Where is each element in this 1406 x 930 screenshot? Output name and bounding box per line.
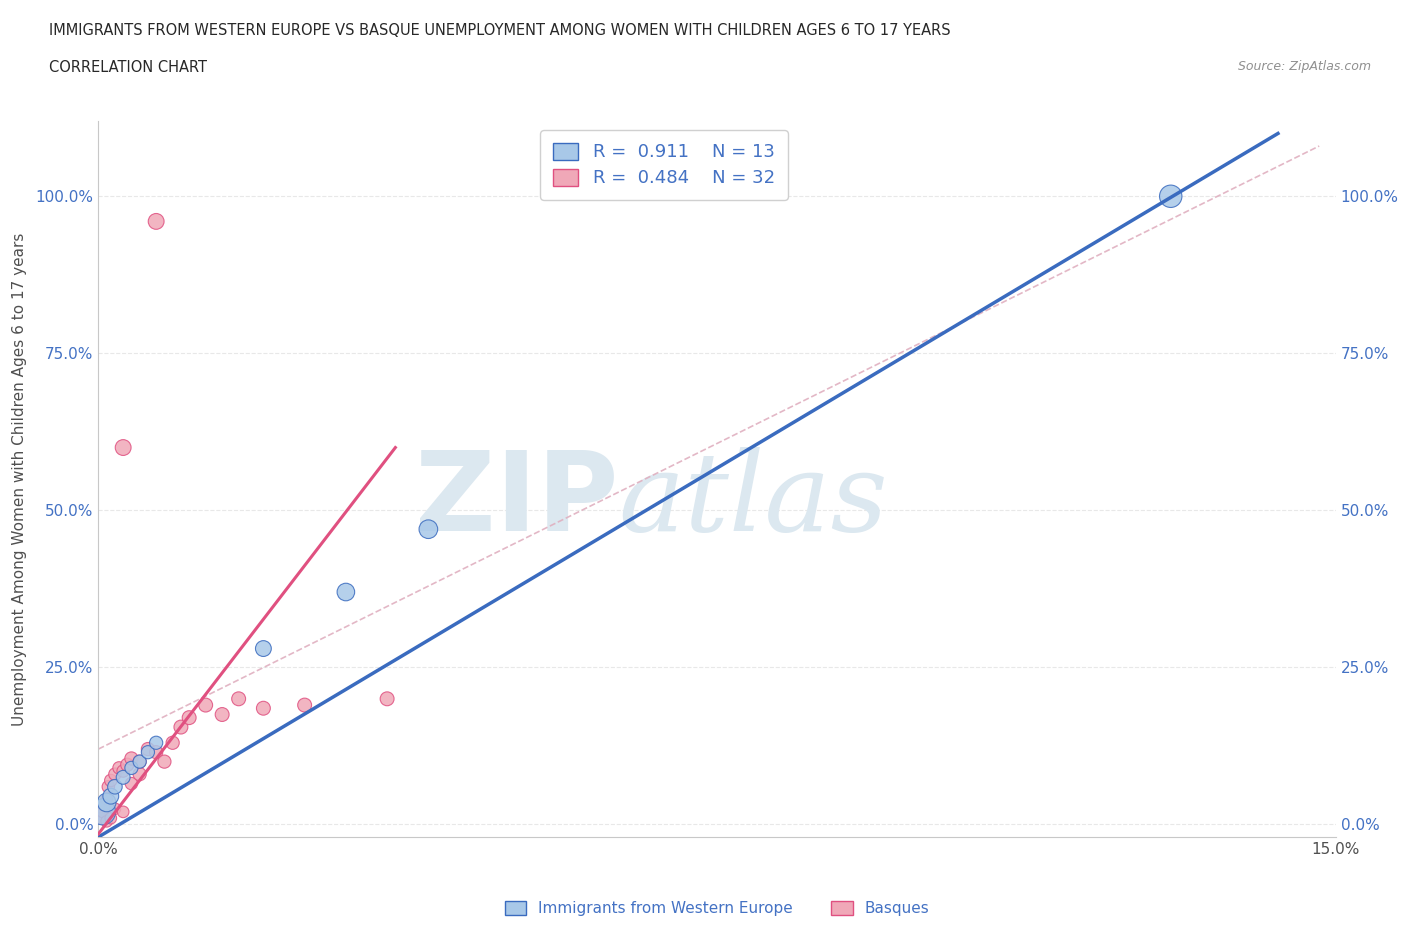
Point: [375, 691, 398, 706]
Point: [100, 811, 122, 826]
Point: [418, 522, 440, 537]
Point: [136, 741, 159, 756]
Point: [252, 641, 274, 656]
Point: [1160, 189, 1182, 204]
Point: [104, 802, 127, 817]
Point: [145, 736, 167, 751]
Point: [112, 440, 135, 455]
Point: [91, 804, 114, 819]
Legend: Immigrants from Western Europe, Basques: Immigrants from Western Europe, Basques: [499, 895, 935, 923]
Point: [112, 804, 135, 819]
Point: [335, 585, 357, 600]
Point: [228, 691, 250, 706]
Point: [128, 766, 150, 781]
Point: [128, 754, 150, 769]
Point: [96, 795, 118, 810]
Point: [145, 745, 167, 760]
Point: [104, 766, 127, 781]
Point: [211, 707, 233, 722]
Text: IMMIGRANTS FROM WESTERN EUROPE VS BASQUE UNEMPLOYMENT AMONG WOMEN WITH CHILDREN : IMMIGRANTS FROM WESTERN EUROPE VS BASQUE…: [49, 23, 950, 38]
Text: CORRELATION CHART: CORRELATION CHART: [49, 60, 207, 75]
Point: [252, 701, 274, 716]
Point: [112, 770, 135, 785]
Point: [90, 811, 112, 826]
Text: Source: ZipAtlas.com: Source: ZipAtlas.com: [1237, 60, 1371, 73]
Y-axis label: Unemployment Among Women with Children Ages 6 to 17 years: Unemployment Among Women with Children A…: [13, 232, 27, 725]
Point: [294, 698, 316, 712]
Point: [170, 720, 193, 735]
Point: [104, 779, 127, 794]
Point: [194, 698, 217, 712]
Point: [96, 791, 118, 806]
Point: [136, 745, 159, 760]
Point: [120, 751, 142, 766]
Point: [120, 777, 142, 791]
Point: [93, 798, 115, 813]
Point: [120, 761, 142, 776]
Point: [153, 754, 176, 769]
Point: [91, 804, 114, 819]
Point: [117, 757, 139, 772]
Point: [100, 789, 122, 804]
Point: [97, 779, 120, 794]
Point: [112, 764, 135, 778]
Point: [179, 711, 201, 725]
Point: [96, 814, 118, 829]
Point: [108, 761, 131, 776]
Point: [100, 773, 122, 788]
Text: ZIP: ZIP: [415, 447, 619, 554]
Point: [128, 754, 150, 769]
Text: atlas: atlas: [619, 446, 887, 554]
Point: [162, 736, 184, 751]
Point: [145, 214, 167, 229]
